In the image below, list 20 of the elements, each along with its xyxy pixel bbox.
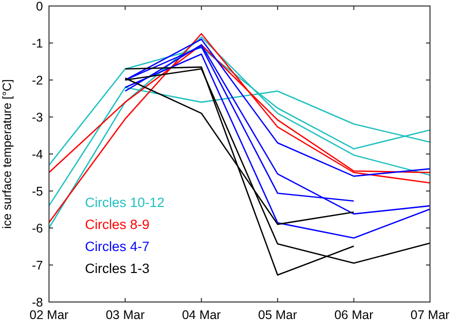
y-tick-label: -8 [32, 296, 44, 310]
y-tick-label: 0 [36, 0, 44, 14]
text: Circles 4-7 [85, 239, 150, 254]
y-tick-label: -3 [32, 110, 44, 124]
y-tick-label: -7 [32, 258, 44, 272]
x-tick-label: 06 Mar [334, 308, 374, 322]
x-tick-label: 07 Mar [410, 308, 450, 322]
y-tick-label: -1 [32, 36, 44, 50]
x-tick-label: 03 Mar [106, 308, 145, 322]
x-tick-label: 04 Mar [182, 308, 221, 322]
y-tick-label: -5 [32, 184, 44, 198]
y-tick-label: -2 [32, 74, 44, 88]
y-tick-label: -6 [32, 222, 44, 236]
y-tick-label: -4 [32, 148, 44, 162]
text: Circles 1-3 [85, 261, 150, 276]
x-tick-label: 02 Mar [30, 308, 68, 322]
text: Circles 8-9 [85, 217, 150, 232]
x-tick-label: 05 Mar [258, 308, 298, 322]
text: Circles 10-12 [85, 195, 165, 210]
y-axis-title: ice surface temperature [°C] [0, 79, 14, 229]
